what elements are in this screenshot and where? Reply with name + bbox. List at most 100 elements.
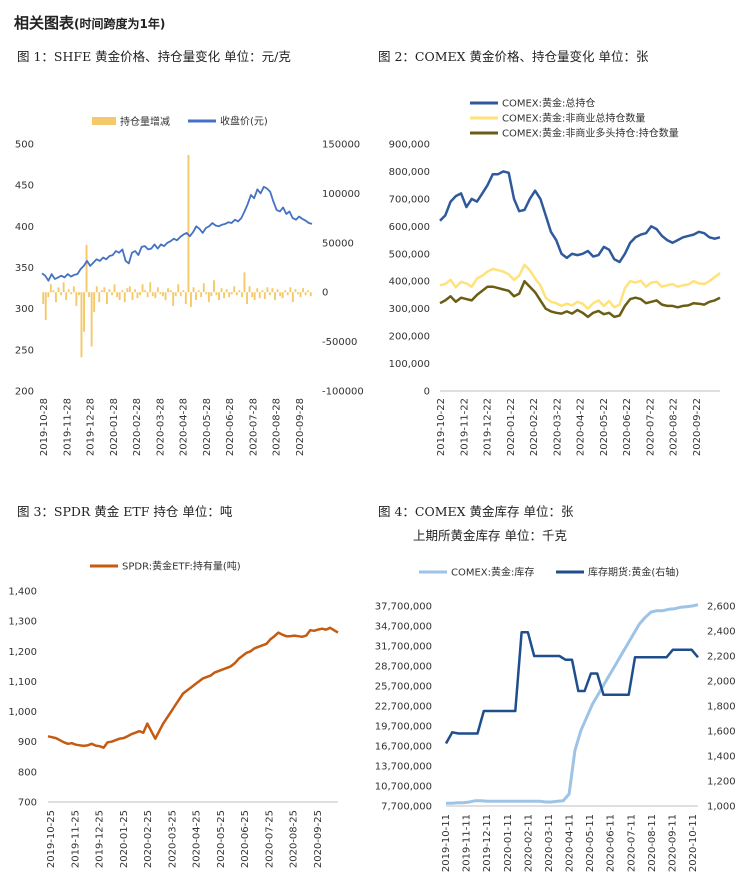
page-title: 相关图表(时间跨度为1年)	[14, 14, 166, 32]
chart4-x-tick: 2020-08-11	[647, 814, 658, 872]
chart1-bar	[95, 286, 98, 293]
chart1-bar	[108, 289, 111, 293]
chart1-bar	[123, 292, 126, 303]
chart1-x-tick: 2019-10-28	[39, 398, 50, 456]
chart1-bar	[274, 292, 276, 301]
chart1-bar	[62, 282, 65, 293]
chart3-y-tick: 700	[18, 798, 37, 809]
chart4-x-tick: 2020-02-11	[523, 814, 534, 872]
chart1-bar	[263, 292, 266, 300]
chart1-right-y-tick: 150000	[322, 140, 360, 151]
chart1-bar	[131, 292, 134, 301]
chart3-y-tick: 1,000	[8, 707, 37, 718]
chart1-bar	[220, 288, 223, 293]
chart1-bar	[258, 292, 261, 299]
chart1-bar	[154, 292, 157, 299]
chart1-bar	[88, 292, 90, 298]
chart1-bar	[93, 292, 96, 312]
chart1-bar	[106, 292, 108, 305]
chart1-bar	[253, 292, 256, 301]
chart1-bar	[85, 244, 88, 293]
chart1-x-tick: 2020-04-28	[179, 398, 190, 456]
chart1-bar	[169, 290, 172, 293]
chart1-bar	[174, 292, 177, 297]
chart1-bar	[228, 292, 231, 298]
chart4-right-y-tick: 1,600	[707, 727, 736, 738]
chart3-spdr-legend-label: SPDR:黄金ETF:持有量(吨)	[122, 560, 241, 573]
chart2-series-line-1	[439, 170, 721, 264]
chart4-right-y-tick: 1,400	[707, 752, 736, 763]
chart1-bar	[65, 292, 68, 301]
chart1-bar	[98, 292, 101, 303]
chart1-x-tick: 2020-02-28	[132, 398, 143, 456]
chart2-x-tick: 2020-06-22	[622, 398, 633, 456]
chart4-left-y-tick: 10,700,000	[375, 782, 432, 793]
chart4-x-tick: 2020-09-11	[667, 814, 678, 872]
chart4-x-tick: 2019-12-11	[482, 814, 493, 872]
chart2-series-2-legend-label: COMEX:黄金:非商业总持仓数量	[502, 112, 645, 125]
chart4-left-y-tick: 19,700,000	[375, 722, 432, 733]
chart3-x-tick: 2020-02-25	[143, 810, 154, 868]
chart4-right-y-tick: 2,000	[707, 677, 736, 688]
chart1-bar	[197, 290, 200, 293]
chart1-bar	[164, 292, 167, 301]
chart1-bar	[80, 292, 83, 358]
chart3-x-tick: 2020-06-25	[240, 810, 251, 868]
chart1-bar	[42, 292, 45, 305]
chart1-bar	[190, 292, 192, 307]
chart1-bar	[60, 292, 62, 296]
chart1-bar	[44, 292, 47, 320]
chart2-x-tick: 2020-02-22	[529, 398, 540, 456]
chart1-bar	[78, 292, 80, 296]
chart2-x-tick: 2020-08-22	[669, 398, 680, 456]
chart4-right-y-tick: 2,600	[707, 602, 736, 613]
chart3-x-tick: 2020-09-25	[313, 810, 324, 868]
chart1-left-y-tick: 300	[15, 304, 34, 315]
chart1-bar	[291, 292, 294, 303]
chart1-bar	[205, 292, 208, 295]
chart2-series-1-legend-label: COMEX:黄金:总持仓	[502, 97, 595, 110]
chart3-x-tick: 2019-12-25	[95, 810, 106, 868]
chart2-x-tick: 2020-01-22	[506, 398, 517, 456]
chart4-x-tick: 2019-10-11	[441, 814, 452, 872]
chart2-y-tick: 200,000	[389, 332, 430, 343]
figure-3-title: 图 3：SPDR 黄金 ETF 持仓 单位：吨	[17, 504, 233, 519]
chart1-bar	[49, 284, 52, 293]
chart3-y-tick: 900	[18, 737, 37, 748]
chart3-y-tick: 1,100	[8, 677, 37, 688]
chart1-bar	[118, 292, 121, 301]
chart1-bar	[83, 292, 85, 332]
chart2-y-tick: 0	[424, 387, 430, 398]
chart2-y-tick: 800,000	[389, 167, 430, 178]
chart1-bar	[156, 287, 159, 293]
chart1-bar	[207, 292, 210, 303]
chart2-y-tick: 500,000	[389, 249, 430, 260]
chart1-x-tick: 2019-11-28	[62, 398, 73, 456]
chart4-left-y-tick: 22,700,000	[375, 702, 432, 713]
chart1-bar	[187, 154, 190, 293]
chart1-bar	[70, 292, 73, 295]
chart1-close-price-line	[41, 185, 313, 282]
chart1-x-tick: 2020-05-28	[202, 398, 213, 456]
chart4-shfe-legend-label: 库存期货:黄金(右轴)	[588, 566, 679, 579]
chart1-bar	[271, 288, 274, 293]
chart3-y-tick: 800	[18, 767, 37, 778]
chart1-bar	[144, 290, 147, 293]
chart1-left-y-tick: 350	[15, 263, 34, 274]
chart4-right-y-tick: 1,200	[707, 777, 736, 788]
chart2-y-tick: 400,000	[389, 277, 430, 288]
chart1-bar	[90, 292, 93, 347]
chart1-bar	[162, 292, 164, 297]
chart2-x-tick: 2020-07-22	[645, 398, 656, 456]
chart1-bar	[111, 292, 113, 296]
chart1-x-tick: 2020-06-28	[225, 398, 236, 456]
chart4-left-y-tick: 7,700,000	[381, 802, 432, 813]
chart3-y-tick: 1,400	[8, 587, 37, 598]
chart4-right-y-tick: 1,800	[707, 702, 736, 713]
chart1-bar	[279, 292, 282, 297]
chart4-left-y-tick: 37,700,000	[375, 602, 432, 613]
chart2-y-tick: 600,000	[389, 222, 430, 233]
chart1-bar	[202, 283, 205, 293]
figure-2-title: 图 2：COMEX 黄金价格、持仓量变化 单位：张	[378, 49, 649, 64]
chart1-x-tick: 2020-03-28	[155, 398, 166, 456]
